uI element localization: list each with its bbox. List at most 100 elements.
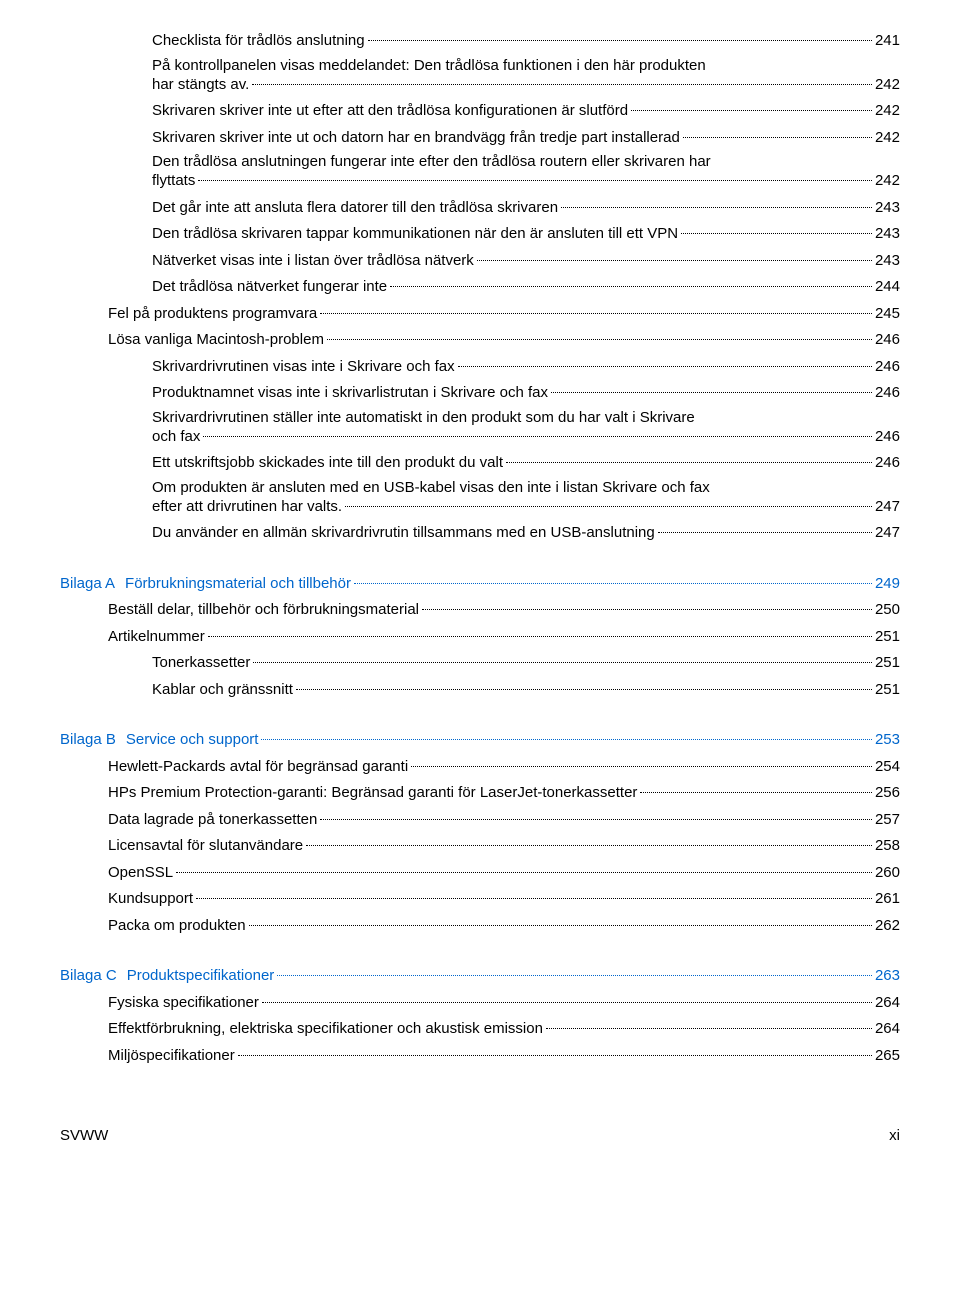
toc-leader-dots [640,792,872,793]
toc-entry: Effektförbrukning, elektriska specifikat… [60,1018,900,1041]
toc-page-number: 242 [875,127,900,150]
toc-entry: Licensavtal för slutanvändare 258 [60,835,900,858]
toc-entry: Artikelnummer 251 [60,626,900,649]
toc-page-number: 265 [875,1045,900,1068]
toc-label: Nätverket visas inte i listan över trådl… [152,250,474,273]
toc-page-number: 264 [875,1018,900,1041]
toc-page-number: 243 [875,223,900,246]
toc-label: Hewlett-Packards avtal för begränsad gar… [108,756,408,779]
toc-entry: Beställ delar, tillbehör och förbrukning… [60,599,900,622]
toc-leader-dots [683,137,872,138]
toc-entry: Checklista för trådlös anslutning241 [60,30,900,53]
toc-leader-dots [277,975,872,976]
toc-label-line1: På kontrollpanelen visas meddelandet: De… [152,57,900,74]
toc-entry: Nätverket visas inte i listan över trådl… [60,250,900,273]
toc-label-line1: Skrivardrivrutinen ställer inte automati… [152,409,900,426]
toc-leader-dots [306,845,872,846]
toc-page-number: 247 [875,522,900,545]
toc-label: Produktnamnet visas inte i skrivarlistru… [152,382,548,405]
toc-leader-dots [681,233,872,234]
toc-leader-dots [261,739,872,740]
toc-page-number: 257 [875,809,900,832]
toc-entry: Skrivardrivrutinen visas inte i Skrivare… [60,356,900,379]
toc-label: Fysiska specifikationer [108,992,259,1015]
toc-entry: Skrivaren skriver inte ut och datorn har… [60,127,900,150]
toc-page-number: 261 [875,888,900,911]
toc-entry: Det går inte att ansluta flera datorer t… [60,197,900,220]
toc-page-number: 241 [875,30,900,53]
toc-leader-dots [176,872,872,873]
toc-label: Effektförbrukning, elektriska specifikat… [108,1018,543,1041]
toc-entry: OpenSSL 260 [60,862,900,885]
toc-label: Det trådlösa nätverket fungerar inte [152,276,387,299]
toc-page-number: 247 [875,496,900,519]
toc-entry: Skrivaren skriver inte ut efter att den … [60,100,900,123]
toc-entry: Den trådlösa anslutningen fungerar inte … [60,153,900,193]
toc-entry: Ett utskriftsjobb skickades inte till de… [60,452,900,475]
toc-page-number: 262 [875,915,900,938]
toc-page-number: 242 [875,74,900,97]
appendix-title: Service och support [126,729,259,752]
toc-leader-dots [252,84,872,85]
toc-page-number: 251 [875,652,900,675]
toc-label: Fel på produktens programvara [108,303,317,326]
appendix-title: Förbrukningsmaterial och tillbehör [125,573,351,596]
toc-label: HPs Premium Protection-garanti: Begränsa… [108,782,637,805]
toc-label: OpenSSL [108,862,173,885]
toc-leader-dots [262,1002,872,1003]
toc-label: Miljöspecifikationer [108,1045,235,1068]
appendix-prefix: Bilaga B [60,729,116,752]
toc-page-number: 260 [875,862,900,885]
toc-leader-dots [296,689,872,690]
toc-entry: Tonerkassetter251 [60,652,900,675]
toc-entry: Packa om produkten262 [60,915,900,938]
toc-leader-dots [422,609,872,610]
toc-leader-dots [249,925,872,926]
toc-leader-dots [368,40,872,41]
toc-page-number: 243 [875,250,900,273]
toc-leader-dots [631,110,872,111]
appendix-prefix: Bilaga A [60,573,115,596]
toc-leader-dots [238,1055,872,1056]
toc-page-number: 254 [875,756,900,779]
toc-page-number: 245 [875,303,900,326]
toc-label: Artikelnummer [108,626,205,649]
toc-page-number: 246 [875,329,900,352]
toc-appendix-a: Bilaga A Förbrukningsmaterial och tillbeh… [60,573,900,702]
toc-leader-dots [458,366,872,367]
toc-label: Licensavtal för slutanvändare [108,835,303,858]
toc-label: Du använder en allmän skrivardrivrutin t… [152,522,655,545]
toc-page-number: 251 [875,626,900,649]
toc-entry: Skrivardrivrutinen ställer inte automati… [60,409,900,449]
toc-label-line2: efter att drivrutinen har valts. [152,496,342,519]
toc-entry: Lösa vanliga Macintosh-problem246 [60,329,900,352]
toc-entry: På kontrollpanelen visas meddelandet: De… [60,57,900,97]
toc-page-number: 246 [875,382,900,405]
toc-page-number: 242 [875,100,900,123]
toc-leader-dots [203,436,872,437]
toc-page-number: 258 [875,835,900,858]
toc-leader-dots [561,207,872,208]
toc-page-number: 242 [875,170,900,193]
appendix-prefix: Bilaga C [60,965,117,988]
toc-entry: Miljöspecifikationer 265 [60,1045,900,1068]
toc-page-number: 263 [875,965,900,988]
toc-label-line1: Den trådlösa anslutningen fungerar inte … [152,153,900,170]
toc-page-number: 246 [875,452,900,475]
toc-leader-dots [506,462,872,463]
toc-leader-dots [320,313,872,314]
toc-entry: Den trådlösa skrivaren tappar kommunikat… [60,223,900,246]
toc-leader-dots [196,898,872,899]
toc-label-line2: och fax [152,426,200,449]
toc-page-number: 246 [875,356,900,379]
toc-label: Kundsupport [108,888,193,911]
toc-appendix-b: Bilaga B Service och support 253 Hewlett-Pa… [60,729,900,937]
toc-entry: Du använder en allmän skrivardrivrutin t… [60,522,900,545]
toc-label: Ett utskriftsjobb skickades inte till de… [152,452,503,475]
toc-page-number: 249 [875,573,900,596]
toc-leader-dots [354,583,872,584]
toc-page-number: 246 [875,426,900,449]
toc-leader-dots [390,286,872,287]
toc-entry: Hewlett-Packards avtal för begränsad gar… [60,756,900,779]
toc-page-number: 253 [875,729,900,752]
